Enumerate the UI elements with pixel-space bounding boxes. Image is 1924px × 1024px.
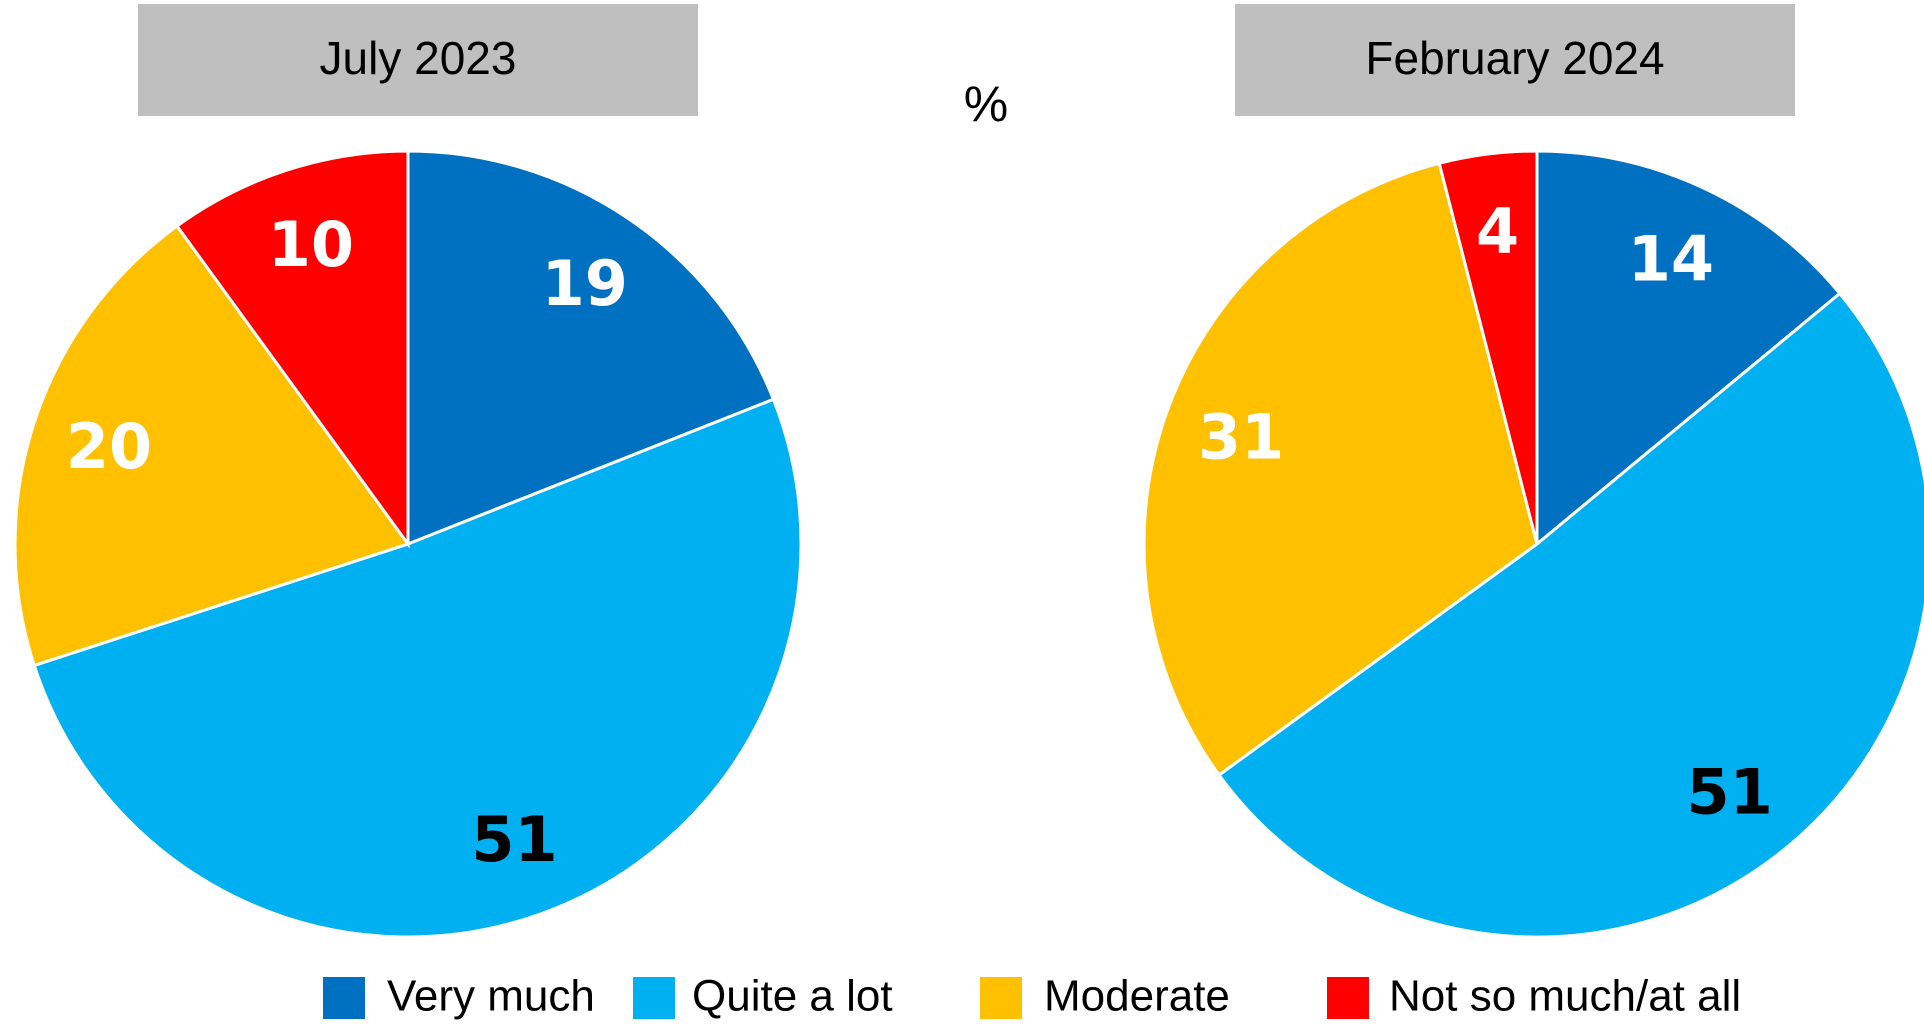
pie-slice [13, 223, 411, 668]
pie-slice [174, 149, 410, 549]
legend-label: Very much [387, 972, 595, 1021]
pie-slice [1142, 161, 1539, 778]
data-label: 20 [66, 410, 152, 483]
title-box [1235, 4, 1795, 116]
legend-label: Moderate [1044, 972, 1230, 1021]
pie-slice [1216, 291, 1924, 939]
legend-label: Not so much/at all [1389, 972, 1741, 1021]
unit-label: % [964, 76, 1008, 132]
pie-slice [406, 149, 776, 547]
pie-slice [1535, 149, 1842, 548]
chart-title: July 2023 [320, 32, 517, 84]
legend-label: Quite a lot [692, 972, 893, 1021]
pie-slice [1437, 149, 1539, 545]
data-label: 51 [471, 803, 557, 876]
pie-slice [32, 397, 803, 939]
data-label: 19 [542, 247, 628, 320]
legend-swatch [1327, 977, 1369, 1019]
legend-swatch [980, 977, 1022, 1019]
data-label: 10 [268, 208, 354, 281]
chart-title: February 2024 [1365, 32, 1664, 84]
title-box [138, 4, 698, 116]
data-label: 31 [1198, 401, 1284, 474]
data-label: 51 [1687, 756, 1773, 829]
data-label: 4 [1476, 195, 1519, 268]
data-label: 14 [1628, 223, 1714, 296]
legend-swatch [633, 977, 675, 1019]
legend-swatch [323, 977, 365, 1019]
